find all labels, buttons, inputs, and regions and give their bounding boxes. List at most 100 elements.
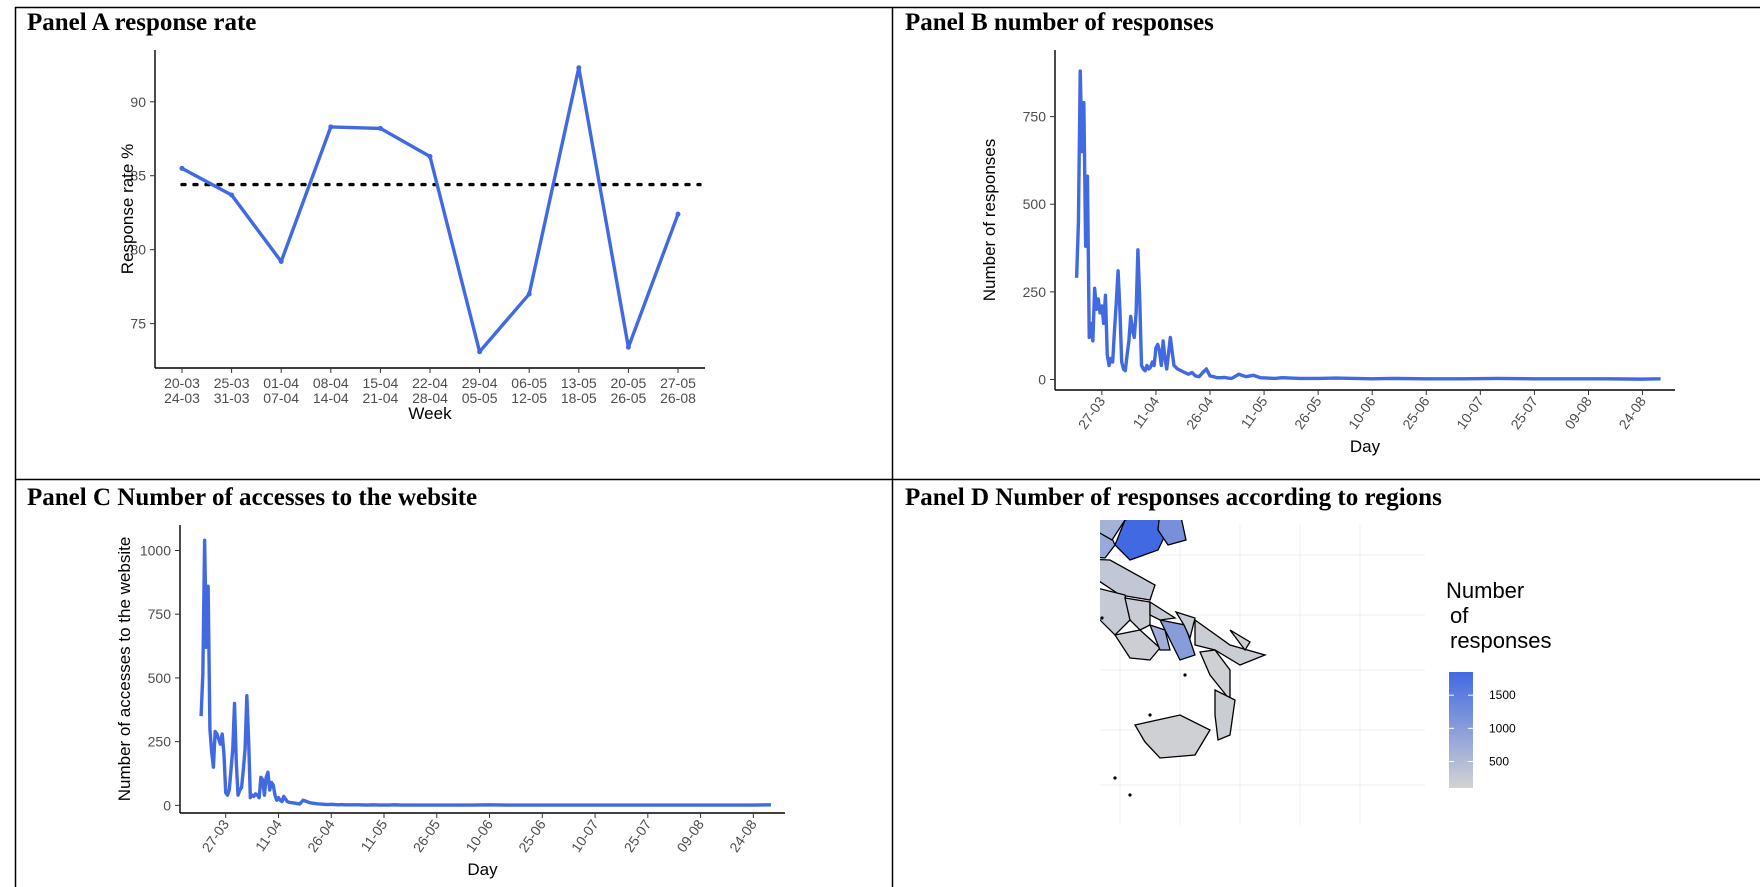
x-tick-label: 20-05 xyxy=(610,375,646,391)
legend-title: of xyxy=(1450,603,1469,628)
x-tick-label: 25-07 xyxy=(1507,393,1541,432)
legend-title: Number xyxy=(1446,578,1524,603)
region-shape xyxy=(1124,597,1151,631)
region-shape xyxy=(1194,618,1268,666)
region-shape xyxy=(1174,610,1196,640)
y-tick-label: 85 xyxy=(130,168,146,184)
x-tick-label: 11-04 xyxy=(1129,393,1162,431)
x-tick-label: 06-05 xyxy=(511,375,547,391)
y-tick-label: 0 xyxy=(1038,371,1046,387)
x-tick-label: 05-05 xyxy=(462,390,498,406)
data-point xyxy=(377,125,383,131)
y-tick-label: 90 xyxy=(130,94,146,110)
x-tick-label: 26-05 xyxy=(610,390,646,406)
x-tick-label: 11-05 xyxy=(1237,393,1270,431)
y-tick-label: 500 xyxy=(1023,196,1047,212)
x-tick-label: 12-05 xyxy=(511,390,547,406)
x-tick-label: 10-06 xyxy=(462,816,496,855)
data-point xyxy=(179,165,185,171)
y-tick-label: 80 xyxy=(130,242,146,258)
region-shape xyxy=(1133,714,1211,759)
x-tick-label: 14-04 xyxy=(313,390,349,406)
x-tick-label: 15-04 xyxy=(362,375,398,391)
x-tick-label: 26-04 xyxy=(304,816,338,855)
data-point xyxy=(625,344,631,350)
data-point xyxy=(278,259,284,265)
y-tick-label: 500 xyxy=(148,670,172,686)
island-mark xyxy=(1128,793,1132,797)
y-axis-title: Number of accesses to the website xyxy=(115,537,134,802)
data-point xyxy=(427,153,433,159)
x-tick-label: 01-04 xyxy=(263,375,299,391)
x-tick-label: 13-05 xyxy=(561,375,597,391)
x-tick-label: 26-05 xyxy=(410,816,444,855)
data-point xyxy=(229,192,235,198)
island-mark xyxy=(1183,673,1187,677)
x-tick-label: 10-06 xyxy=(1345,393,1379,432)
region-shape xyxy=(1100,558,1156,601)
x-tick-label: 26-05 xyxy=(1291,393,1325,432)
x-tick-label: 25-06 xyxy=(515,816,549,855)
x-tick-label: 27-03 xyxy=(1075,393,1109,432)
panel-b-title: Panel B number of responses xyxy=(905,9,1214,36)
legend-colorbar xyxy=(1449,672,1473,788)
panel-b-chart: 0 250 500 750 27-03 11-04 26-04 11-05 26-05 10-06… xyxy=(980,50,1675,456)
island-mark xyxy=(1113,776,1117,780)
y-tick-label: 250 xyxy=(1023,284,1047,300)
y-axis-title: Response rate % xyxy=(118,144,137,274)
y-tick-label: 750 xyxy=(148,606,172,622)
region-shape xyxy=(1199,649,1231,702)
x-tick-label: 11-05 xyxy=(357,816,390,854)
y-tick-label: 750 xyxy=(1023,109,1047,125)
region-shape xyxy=(1149,600,1177,621)
x-tick-label: 24-08 xyxy=(1615,393,1649,432)
x-tick-label: 10-07 xyxy=(568,816,602,855)
x-tick-label: 29-04 xyxy=(462,375,498,391)
x-tick-label: 18-05 xyxy=(561,390,597,406)
x-axis-title: Week xyxy=(408,404,452,423)
legend-tick-label: 1000 xyxy=(1489,721,1516,735)
series-line xyxy=(199,538,771,807)
x-tick-label: 07-04 xyxy=(263,390,299,406)
x-tick-label: 21-04 xyxy=(362,390,398,406)
region-shape xyxy=(1148,623,1171,651)
y-tick-label: 75 xyxy=(130,316,146,332)
series-line xyxy=(1074,69,1661,381)
data-point xyxy=(675,211,681,217)
region-shape xyxy=(1214,688,1236,741)
map-regions xyxy=(1100,520,1268,797)
x-axis-title: Day xyxy=(1350,437,1381,456)
data-point xyxy=(576,65,582,71)
x-tick-label: 27-03 xyxy=(199,816,233,855)
panel-c-chart: 0 250 500 750 1000 27-03 11-04 26-04 11-05 26-05 1… xyxy=(115,525,785,879)
region-shape xyxy=(1113,629,1161,661)
panel-c-title: Panel C Number of accesses to the websit… xyxy=(27,484,478,511)
x-tick-label: 25-07 xyxy=(621,816,655,855)
legend-tick-label: 1500 xyxy=(1489,688,1516,702)
x-tick-label: 25-06 xyxy=(1399,393,1433,432)
x-tick-label: 28-04 xyxy=(412,390,448,406)
x-tick-label: 26-08 xyxy=(660,390,696,406)
x-tick-label: 09-08 xyxy=(673,816,707,855)
x-tick-label: 24-03 xyxy=(164,390,200,406)
x-tick-label: 27-05 xyxy=(660,375,696,391)
legend-tick-label: 500 xyxy=(1489,754,1509,768)
x-tick-label: 10-07 xyxy=(1453,393,1487,432)
data-point xyxy=(526,291,532,297)
x-tick-label: 20-03 xyxy=(164,375,200,391)
region-shape xyxy=(1157,520,1187,546)
panel-a-title: Panel A response rate xyxy=(27,9,257,36)
x-tick-label: 25-03 xyxy=(214,375,250,391)
x-tick-label: 08-04 xyxy=(313,375,349,391)
x-tick-label: 26-04 xyxy=(1183,393,1217,432)
x-axis-title: Day xyxy=(467,860,498,879)
island-mark xyxy=(1100,616,1104,620)
x-tick-label: 09-08 xyxy=(1561,393,1595,432)
panel-d-title: Panel D Number of responses according to… xyxy=(905,484,1442,511)
x-tick-label: 24-08 xyxy=(726,816,760,855)
data-point xyxy=(328,124,334,130)
y-axis-title: Number of responses xyxy=(980,139,999,302)
